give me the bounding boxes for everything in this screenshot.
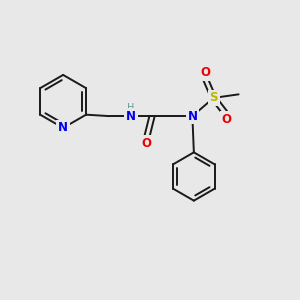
Text: O: O bbox=[222, 113, 232, 126]
Text: H: H bbox=[127, 103, 134, 113]
Text: N: N bbox=[58, 122, 68, 134]
Text: N: N bbox=[188, 110, 197, 123]
Text: O: O bbox=[200, 66, 210, 80]
Text: S: S bbox=[209, 92, 218, 104]
Text: N: N bbox=[126, 110, 136, 123]
Text: O: O bbox=[142, 137, 152, 150]
